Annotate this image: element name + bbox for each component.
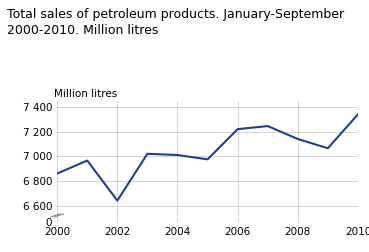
Text: Total sales of petroleum products. January-September
2000-2010. Million litres: Total sales of petroleum products. Janua… [7, 8, 345, 37]
Text: Million litres: Million litres [54, 88, 117, 99]
